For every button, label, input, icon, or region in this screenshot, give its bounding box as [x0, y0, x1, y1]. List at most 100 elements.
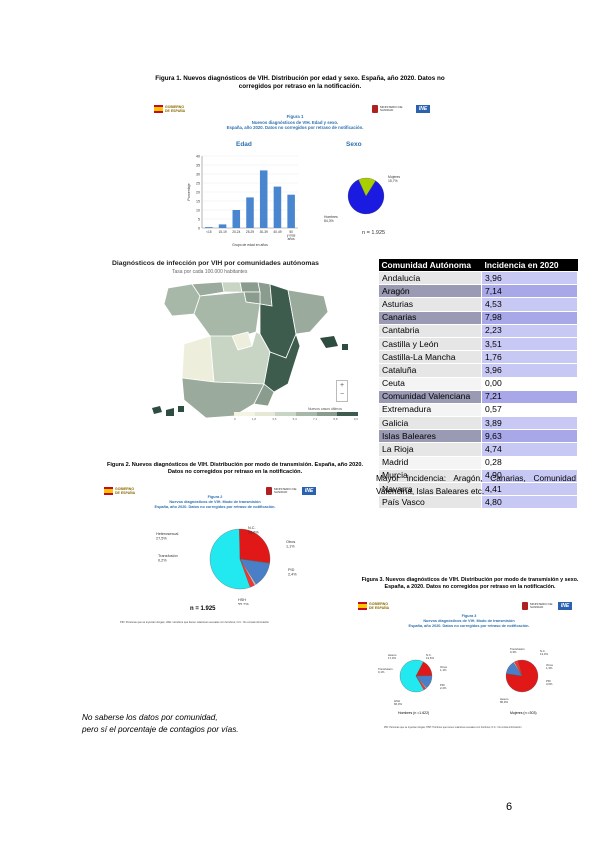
- x-tick-label: 40-49: [273, 230, 281, 234]
- table-row: La Rioja 4,74: [378, 442, 578, 457]
- region-cantabria: [221, 281, 243, 293]
- y-tick-label: 25: [196, 181, 200, 185]
- cell-incidencia: 9,63: [481, 429, 578, 444]
- cell-incidencia: 0,28: [481, 455, 578, 470]
- map-title: Diagnósticos de infección por VIH por co…: [112, 260, 319, 267]
- cell-incidencia: 0,57: [481, 402, 578, 418]
- y-tick-label: 15: [196, 199, 200, 203]
- gov-logo-3: GOBIERNO DE ESPAÑA: [358, 602, 389, 610]
- label-nc-h: N.C.: [426, 653, 432, 657]
- map-zoom-control: + −: [336, 380, 348, 402]
- label-hsh: 55,2%: [238, 602, 249, 605]
- region-extremadura: [181, 335, 215, 383]
- edad-label: Edad: [236, 141, 252, 148]
- figure1-panel: GOBIERNO DE ESPAÑA MINISTERIO DE SANIDAD …: [150, 100, 440, 252]
- table-row: Canarias 7,98: [378, 310, 578, 325]
- pie-slice: [514, 660, 523, 677]
- table-row: País Vasco 4,80: [378, 495, 578, 510]
- bar: [273, 186, 282, 228]
- figure1-caption: Figura 1. Nuevos diagnósticos de VIH. Di…: [155, 75, 445, 90]
- sexo-n-label: n = 1.925: [362, 230, 385, 236]
- label-heterosexual: Heterosexual: [156, 532, 179, 536]
- figure3-footnote: PID: Personas que se inyectan drogas; HS…: [384, 726, 522, 729]
- cell-comunidad: Madrid: [378, 455, 482, 470]
- label-hetero-h: Hetero: [388, 653, 397, 657]
- mujeres-label: Mujeres: [388, 175, 400, 179]
- bar: [218, 224, 227, 228]
- ministry-logo: MINISTERIO DE SANIDAD INE: [372, 105, 430, 113]
- table-row: Madrid 0,28: [378, 455, 578, 470]
- cell-comunidad: Castilla y León: [378, 336, 482, 352]
- spain-flag-icon: [104, 487, 113, 495]
- figure3-inner-title: Figura 3 Nuevos diagnósticos de VIH. Mod…: [408, 614, 530, 628]
- pie-slice: [399, 659, 425, 693]
- cell-incidencia: 3,96: [481, 363, 578, 378]
- y-tick-label: 20: [196, 190, 200, 194]
- y-tick-label: 30: [196, 172, 200, 176]
- label-hetero-m: Hetero: [500, 697, 509, 701]
- cell-comunidad: Asturias: [378, 297, 482, 312]
- transmision-sexo-pie-charts: Hetero17,0%Transfusión0,1%N.C.13,6%Otros…: [378, 647, 553, 706]
- cell-comunidad: Aragón: [378, 284, 482, 299]
- spain-flag-icon: [154, 105, 163, 113]
- pie-slice: [358, 177, 376, 197]
- label-transfusion-m: Transfusión: [510, 647, 525, 651]
- pie-slice: [347, 179, 385, 215]
- region-andalucia: [181, 377, 265, 419]
- x-tick-label: años: [288, 237, 295, 241]
- x-tick-label: <15: [206, 230, 212, 234]
- bar: [259, 170, 268, 228]
- gov-logo: GOBIERNO DE ESPAÑA: [154, 105, 185, 113]
- y-tick-label: 10: [196, 208, 200, 212]
- figure1-inner-title: Figura 1 Nuevos diagnósticos de VIH. Eda…: [226, 114, 364, 130]
- figure3-caption: Figura 3. Nuevos diagnósticos de VIH. Di…: [361, 577, 579, 590]
- region-pais-vasco: [239, 281, 261, 293]
- zoom-out-button[interactable]: −: [339, 391, 345, 398]
- bar: [205, 227, 213, 228]
- label-pid-m: 3,6%: [546, 682, 553, 686]
- legend-tick: 8,8: [333, 417, 338, 421]
- cell-incidencia: 7,21: [481, 389, 578, 404]
- cell-incidencia: 3,51: [481, 336, 578, 352]
- zoom-in-button[interactable]: +: [339, 382, 345, 389]
- header-comunidad: Comunidad Autónoma: [378, 259, 482, 272]
- hombres-n: Hombres (n =1.622): [398, 711, 430, 715]
- cell-incidencia: 3,89: [481, 416, 578, 431]
- table-row: Navarra 4,41: [378, 481, 578, 497]
- mujeres-n: Mujeres (n =303): [510, 711, 537, 715]
- label-otros-h: Otros: [440, 665, 447, 669]
- hombres-label: Hombres: [324, 215, 338, 219]
- cell-comunidad: Islas Baleares: [378, 429, 482, 444]
- ine-logo: INE: [302, 487, 316, 495]
- table-row: Asturias 4,53: [378, 297, 578, 312]
- figure2-panel: GOBIERNO DE ESPAÑA MINISTERIO DE SANIDAD …: [100, 483, 330, 638]
- figure2-n: n = 1.925: [190, 606, 216, 612]
- x-tick-label: y más: [287, 234, 296, 238]
- bar: [232, 210, 241, 228]
- shield-icon: [266, 487, 272, 495]
- x-tick-label: 15-19: [218, 230, 226, 234]
- cell-comunidad: La Rioja: [378, 442, 482, 457]
- label-nc: N.C.: [248, 526, 256, 530]
- cell-comunidad: Extremadura: [378, 402, 482, 418]
- legend-tick: 3,5: [272, 417, 277, 421]
- mujeres-label: 15,7%: [388, 179, 398, 183]
- label-nc-h: 13,6%: [426, 656, 434, 660]
- x-axis-label: Grupo de edad en años: [232, 243, 268, 247]
- bar: [287, 194, 295, 228]
- map-legend-scale: [234, 412, 359, 416]
- cell-comunidad: Cataluña: [378, 363, 482, 378]
- figure2-caption: Figura 2. Nuevos diagnósticos de VIH. Di…: [106, 462, 364, 475]
- label-otros: Otros: [286, 540, 295, 544]
- cell-incidencia: 7,14: [481, 284, 578, 299]
- gov-logo-2: GOBIERNO DE ESPAÑA: [104, 487, 135, 495]
- table-row: Cataluña 3,96: [378, 363, 578, 378]
- label-pid-h: 2,2%: [440, 686, 447, 690]
- ine-logo: INE: [558, 602, 572, 610]
- x-tick-label: 25-29: [246, 230, 254, 234]
- cell-comunidad: Canarias: [378, 310, 482, 325]
- y-tick-label: 40: [196, 154, 200, 158]
- label-transfusion: 0,2%: [158, 558, 167, 562]
- label-otros-m: 1,3%: [546, 666, 553, 670]
